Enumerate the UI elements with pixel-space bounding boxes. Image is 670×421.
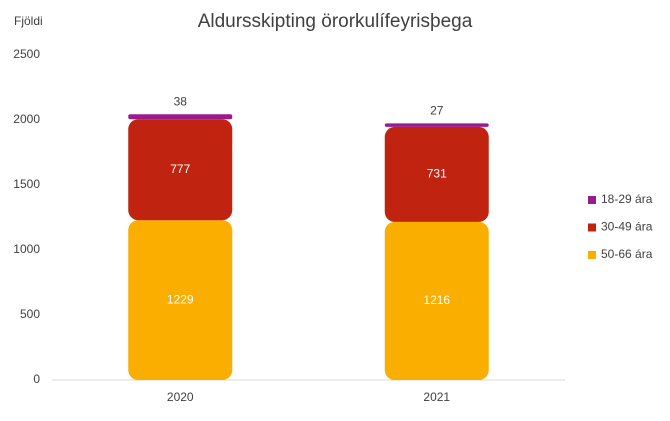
bar-segment xyxy=(128,114,233,120)
y-tick-label: 2500 xyxy=(13,47,40,61)
bar-segment xyxy=(384,126,489,222)
data-label: 1216 xyxy=(423,293,450,307)
x-tick-label: 2020 xyxy=(167,390,194,404)
data-label: 1229 xyxy=(167,292,194,306)
bar-segment xyxy=(384,123,489,127)
legend-label: 50-66 ára xyxy=(601,247,653,261)
data-label: 38 xyxy=(174,94,188,108)
data-label: 731 xyxy=(427,167,447,181)
x-tick-label: 2021 xyxy=(423,390,450,404)
y-tick-label: 1000 xyxy=(13,242,40,256)
legend-label: 30-49 ára xyxy=(601,220,653,234)
legend-swatch xyxy=(588,196,596,204)
data-label: 27 xyxy=(430,104,444,118)
chart-title: Aldursskipting örorkulífeyrisþega xyxy=(198,11,473,32)
y-tick-label: 500 xyxy=(20,307,40,321)
y-axis-label: Fjöldi xyxy=(14,14,43,28)
y-tick-label: 2000 xyxy=(13,112,40,126)
bar-segment xyxy=(128,119,233,221)
legend-swatch xyxy=(588,251,596,259)
bar-segment xyxy=(128,220,233,380)
legend-swatch xyxy=(588,223,596,232)
data-label: 777 xyxy=(170,162,190,176)
y-tick-label: 1500 xyxy=(13,177,40,191)
legend-label: 18-29 ára xyxy=(601,192,653,206)
bar-segment xyxy=(384,221,489,380)
y-tick-label: 0 xyxy=(33,372,40,386)
